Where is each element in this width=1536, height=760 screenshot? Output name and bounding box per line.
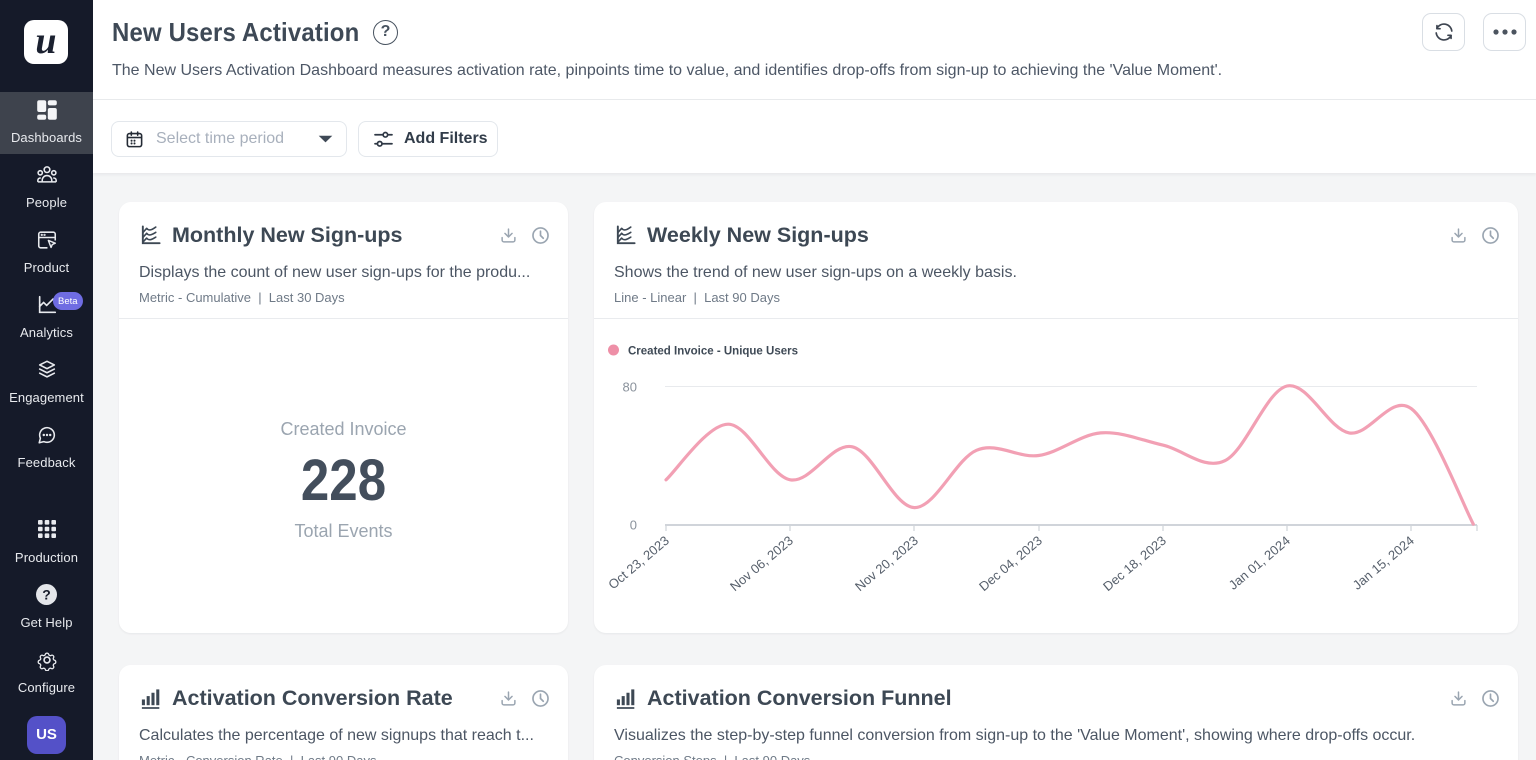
- svg-text:0: 0: [630, 518, 637, 533]
- svg-text:Created Invoice - Unique Users: Created Invoice - Unique Users: [628, 346, 798, 358]
- svg-text:Oct 23, 2023: Oct 23, 2023: [605, 533, 672, 592]
- svg-text:Jan 15, 2024: Jan 15, 2024: [1350, 533, 1417, 593]
- svg-text:Dec 18, 2023: Dec 18, 2023: [1100, 533, 1169, 594]
- svg-text:Nov 20, 2023: Nov 20, 2023: [852, 533, 921, 594]
- svg-text:80: 80: [623, 380, 637, 395]
- svg-text:?: ?: [42, 587, 51, 603]
- svg-text:Dec 04, 2023: Dec 04, 2023: [976, 533, 1045, 594]
- svg-text:Jan 01, 2024: Jan 01, 2024: [1226, 533, 1293, 593]
- svg-text:Nov 06, 2023: Nov 06, 2023: [727, 533, 796, 594]
